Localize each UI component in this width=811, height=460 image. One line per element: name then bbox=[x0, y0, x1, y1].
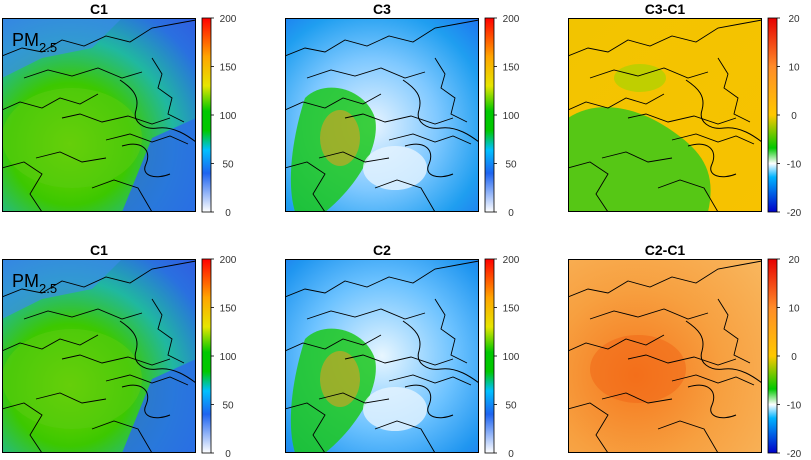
colorbar-tick-label: 100 bbox=[503, 111, 520, 122]
colorbar-tick-label: 200 bbox=[220, 255, 237, 266]
colorbar-tick-label: 10 bbox=[788, 304, 800, 315]
colorbar: 200 150 100 50 0 bbox=[201, 255, 237, 460]
coastline bbox=[685, 79, 762, 143]
coastline bbox=[685, 320, 762, 384]
coastline bbox=[687, 384, 737, 419]
colorbar: 20 10 0 -10 -20 bbox=[767, 255, 802, 460]
province-borders bbox=[568, 260, 762, 453]
colorbar-tick-label: 150 bbox=[220, 304, 237, 315]
panel-1-1: C2 200 150 100 50 0 bbox=[285, 242, 520, 460]
colorbar-scale bbox=[484, 258, 495, 454]
map-frame bbox=[285, 259, 479, 453]
colorbar-tick-label: 50 bbox=[222, 401, 234, 412]
colorbar-scale bbox=[767, 17, 778, 213]
colorbar-tick-label: 0 bbox=[791, 111, 797, 122]
colorbar-tick-label: 0 bbox=[508, 208, 514, 219]
map-frame bbox=[2, 18, 196, 212]
colorbar-tick-label: 200 bbox=[220, 14, 237, 25]
map-field bbox=[568, 18, 762, 212]
map-field bbox=[568, 259, 762, 453]
colorbar-tick-label: 100 bbox=[503, 352, 520, 363]
colorbar: 20 10 0 -10 -20 bbox=[767, 14, 802, 219]
colorbar-tick-label: 100 bbox=[220, 352, 237, 363]
colorbar-tick-label: 150 bbox=[503, 304, 520, 315]
province-borders bbox=[568, 19, 762, 212]
colorbar-tick-label: 20 bbox=[788, 255, 800, 266]
panel-title: C1 bbox=[90, 1, 108, 17]
coastline bbox=[402, 79, 479, 143]
colorbar-tick-label: 50 bbox=[222, 160, 234, 171]
colorbar-tick-label: 0 bbox=[225, 449, 231, 460]
province-borders bbox=[285, 19, 479, 212]
coastline bbox=[119, 79, 196, 143]
panel-0-1: C3 200 150 100 50 0 bbox=[285, 1, 520, 219]
map-frame bbox=[568, 18, 762, 212]
colorbar-tick-label: 50 bbox=[505, 401, 517, 412]
colorbar-tick-label: 200 bbox=[503, 255, 520, 266]
colorbar-tick-label: -10 bbox=[787, 160, 802, 171]
colorbar-tick-label: 10 bbox=[788, 63, 800, 74]
colorbar-tick-label: 0 bbox=[791, 352, 797, 363]
colorbar-scale bbox=[484, 17, 495, 213]
province-borders bbox=[2, 260, 196, 453]
panel-0-2: C3-C1 20 10 0 -10 -20 bbox=[568, 1, 802, 219]
colorbar-tick-label: 200 bbox=[503, 14, 520, 25]
map-field bbox=[285, 18, 479, 212]
coastline bbox=[119, 320, 196, 384]
panel-title: C2 bbox=[373, 242, 391, 258]
province-borders bbox=[2, 19, 196, 212]
colorbar-tick-label: -10 bbox=[787, 401, 802, 412]
colorbar-tick-label: -20 bbox=[787, 449, 802, 460]
colorbar-tick-label: 0 bbox=[508, 449, 514, 460]
panel-title: C3-C1 bbox=[645, 1, 686, 17]
map-frame bbox=[2, 259, 196, 453]
map-frame bbox=[285, 18, 479, 212]
map-frame bbox=[568, 259, 762, 453]
colorbar-scale bbox=[201, 258, 212, 454]
coastline bbox=[402, 320, 479, 384]
panel-title: C3 bbox=[373, 1, 391, 17]
coastline bbox=[687, 143, 737, 178]
colorbar-tick-label: 100 bbox=[220, 111, 237, 122]
colorbar-tick-label: -20 bbox=[787, 208, 802, 219]
map-field bbox=[2, 259, 196, 453]
panel-1-2: C2-C1 20 10 0 -10 -20 bbox=[568, 242, 802, 460]
panel-title: C1 bbox=[90, 242, 108, 258]
province-borders bbox=[285, 260, 479, 453]
coastline bbox=[404, 384, 454, 419]
coastline bbox=[121, 143, 171, 178]
colorbar: 200 150 100 50 0 bbox=[201, 14, 237, 219]
colorbar-scale bbox=[767, 258, 778, 454]
colorbar-scale bbox=[201, 17, 212, 213]
colorbar-tick-label: 0 bbox=[225, 208, 231, 219]
colorbar: 200 150 100 50 0 bbox=[484, 14, 520, 219]
map-field bbox=[285, 259, 479, 453]
colorbar: 200 150 100 50 0 bbox=[484, 255, 520, 460]
map-field bbox=[2, 18, 196, 212]
coastline bbox=[121, 384, 171, 419]
colorbar-tick-label: 150 bbox=[220, 63, 237, 74]
colorbar-tick-label: 150 bbox=[503, 63, 520, 74]
colorbar-tick-label: 20 bbox=[788, 14, 800, 25]
panel-title: C2-C1 bbox=[645, 242, 686, 258]
coastline bbox=[404, 143, 454, 178]
colorbar-tick-label: 50 bbox=[505, 160, 517, 171]
